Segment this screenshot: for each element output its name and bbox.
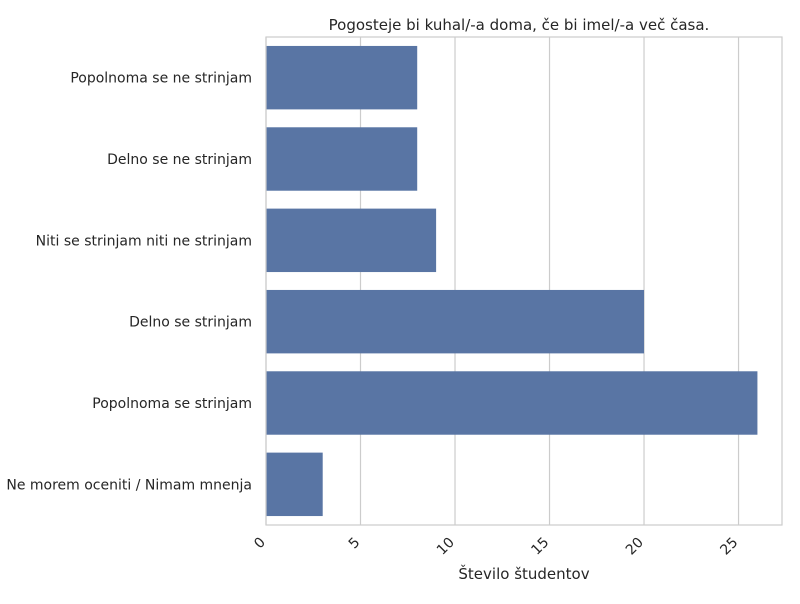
x-tick-label: 20: [623, 535, 647, 559]
plot-frame: [265, 36, 783, 526]
y-tick-label: Delno se ne strinjam: [107, 152, 252, 168]
y-tick-label: Ne morem oceniti / Nimam mnenja: [6, 477, 252, 493]
y-tick-label: Popolnoma se strinjam: [92, 396, 252, 412]
grid: [265, 37, 740, 525]
x-tick-labels: 0 5 10 15 20 25: [251, 535, 741, 559]
y-tick-labels: Popolnoma se ne strinjam Delno se ne stri…: [6, 71, 252, 494]
bar: [266, 127, 418, 191]
bar: [266, 371, 758, 435]
y-tick-label: Niti se strinjam niti ne strinjam: [36, 233, 252, 249]
bars: [266, 45, 758, 517]
bar: [266, 208, 437, 273]
bar: [266, 452, 323, 517]
x-tick-label: 15: [528, 535, 552, 559]
bar: [266, 289, 645, 354]
x-axis-label: Število študentov: [458, 564, 589, 583]
x-tick-label: 25: [717, 535, 741, 559]
y-tick-label: Popolnoma se ne strinjam: [70, 71, 252, 87]
x-tick-label: 10: [434, 535, 458, 559]
x-tick-label: 0: [251, 535, 269, 553]
x-tick-label: 5: [346, 535, 364, 553]
chart-title: Pogosteje bi kuhal/-a doma, če bi imel/-…: [329, 16, 710, 34]
y-tick-label: Delno se strinjam: [129, 315, 252, 331]
bar: [266, 45, 418, 110]
